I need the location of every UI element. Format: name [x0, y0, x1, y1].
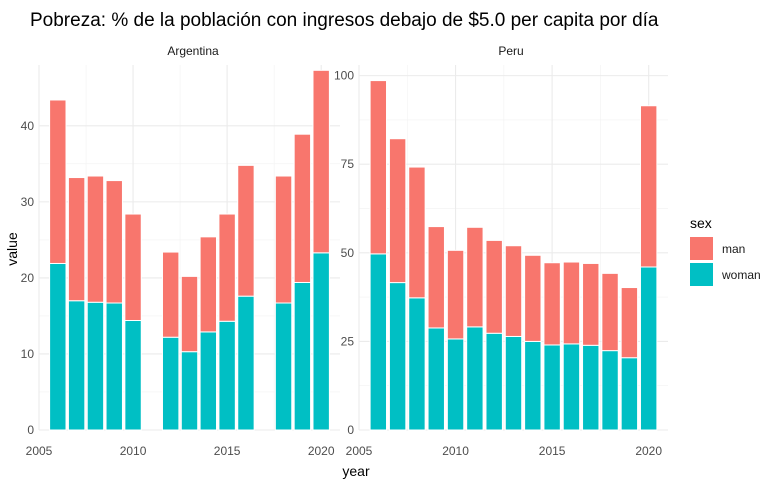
bar-man-2014 — [199, 236, 218, 333]
bar-man-2019 — [620, 287, 639, 359]
bar-man-2010 — [124, 213, 142, 322]
bar-man-2010 — [446, 249, 465, 340]
bar-man-2016 — [237, 164, 255, 297]
panel-strip-argentina: Argentina — [167, 44, 219, 58]
bar-woman-2006 — [369, 253, 388, 431]
bar-woman-2018 — [601, 350, 619, 431]
bar-man-2006 — [49, 99, 67, 264]
legend-label-man: man — [722, 242, 745, 256]
bar-woman-2013 — [180, 351, 199, 431]
y-tick-label: 50 — [341, 246, 355, 260]
bar-woman-2009 — [105, 302, 123, 431]
bar-woman-2014 — [199, 331, 218, 431]
x-tick-label: 2005 — [26, 444, 53, 458]
bar-woman-2011 — [466, 326, 484, 431]
bar-man-2007 — [67, 177, 86, 302]
x-tick-label: 2005 — [346, 444, 373, 458]
bar-woman-2013 — [504, 335, 523, 431]
panel-strip-peru: Peru — [498, 44, 523, 58]
bar-man-2018 — [601, 272, 619, 352]
bar-woman-2019 — [293, 281, 312, 431]
x-tick-label: 2020 — [308, 444, 335, 458]
bar-woman-2016 — [237, 295, 255, 431]
bar-woman-2014 — [524, 340, 542, 431]
bar-man-2006 — [369, 80, 388, 255]
bar-man-2018 — [274, 175, 293, 304]
x-axis-title: year — [342, 463, 370, 479]
y-tick-label: 30 — [21, 195, 35, 209]
bar-woman-2020 — [639, 266, 658, 431]
x-tick-label: 2015 — [214, 444, 241, 458]
bar-woman-2012 — [485, 332, 503, 431]
bar-woman-2007 — [388, 282, 407, 431]
x-tick-label: 2010 — [442, 444, 469, 458]
x-tick-label: 2010 — [120, 444, 147, 458]
chart-title: Pobreza: % de la población con ingresos … — [30, 10, 659, 31]
bar-man-2009 — [427, 226, 445, 329]
bar-woman-2008 — [86, 301, 105, 431]
bar-woman-2018 — [274, 302, 293, 431]
legend: sex man woman — [690, 215, 761, 286]
bar-woman-2020 — [312, 252, 330, 431]
bar-man-2020 — [312, 69, 330, 254]
bar-woman-2009 — [427, 327, 445, 431]
bar-man-2015 — [218, 213, 236, 322]
bar-woman-2010 — [124, 320, 142, 431]
bar-man-2012 — [161, 251, 180, 338]
x-tick-label: 2020 — [635, 444, 662, 458]
y-tick-label: 25 — [341, 334, 355, 348]
bar-man-2020 — [639, 105, 658, 268]
panel-peru: 2005 2010 2015 2020 0 25 50 75 100 — [334, 65, 668, 458]
bar-woman-2006 — [49, 262, 67, 431]
y-tick-label: 20 — [21, 271, 35, 285]
y-tick-label: 0 — [27, 423, 34, 437]
bar-man-2016 — [562, 261, 581, 345]
bar-woman-2010 — [446, 338, 465, 431]
y-tick-label: 40 — [21, 119, 35, 133]
bar-woman-2012 — [161, 336, 180, 431]
bar-man-2014 — [524, 254, 542, 342]
bar-woman-2015 — [218, 320, 236, 431]
bar-man-2019 — [293, 133, 312, 283]
bar-man-2011 — [466, 226, 484, 328]
legend-swatch-woman — [690, 263, 713, 286]
bar-man-2015 — [543, 262, 561, 346]
bar-woman-2019 — [620, 357, 639, 431]
bar-man-2013 — [180, 275, 199, 353]
x-tick-label: 2015 — [539, 444, 566, 458]
bar-man-2017 — [582, 262, 600, 346]
bar-man-2007 — [388, 138, 407, 284]
y-tick-label: 75 — [341, 157, 355, 171]
legend-title: sex — [690, 215, 712, 231]
bar-woman-2015 — [543, 344, 561, 431]
bar-woman-2008 — [408, 297, 426, 431]
bar-woman-2017 — [582, 344, 600, 431]
bar-man-2009 — [105, 180, 123, 304]
bar-man-2008 — [408, 166, 426, 299]
bar-man-2008 — [86, 175, 105, 303]
bar-woman-2007 — [67, 300, 86, 431]
panel-argentina: 2005 2010 2015 2020 0 10 20 30 40 — [21, 65, 340, 458]
bar-woman-2016 — [562, 343, 581, 431]
legend-label-woman: woman — [721, 268, 761, 282]
y-tick-label: 100 — [334, 69, 354, 83]
bar-man-2013 — [504, 245, 523, 337]
y-tick-label: 0 — [347, 423, 354, 437]
legend-swatch-man — [690, 237, 713, 260]
y-axis-title: value — [4, 232, 20, 266]
y-tick-label: 10 — [21, 347, 35, 361]
bar-man-2012 — [485, 239, 503, 334]
